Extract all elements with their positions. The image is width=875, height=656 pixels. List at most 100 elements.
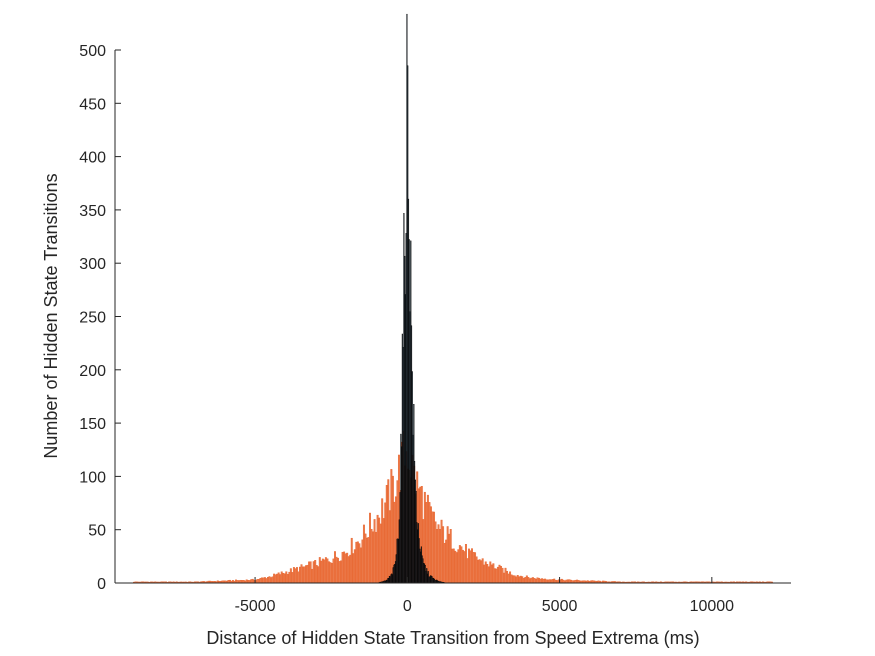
orange-series-bar bbox=[314, 560, 317, 584]
orange-series-bar bbox=[370, 528, 373, 584]
y-tick-label: 200 bbox=[79, 363, 106, 380]
orange-series-bar bbox=[276, 573, 279, 584]
y-tick-label: 300 bbox=[79, 256, 106, 273]
orange-series-bar bbox=[530, 577, 533, 584]
orange-series-bar bbox=[288, 571, 291, 584]
orange-series-bar bbox=[274, 574, 277, 584]
orange-series-bar bbox=[250, 579, 253, 584]
orange-series-bar bbox=[279, 574, 282, 584]
orange-series-bar bbox=[361, 539, 364, 584]
orange-series-bar bbox=[352, 553, 355, 584]
orange-series-bar bbox=[311, 568, 314, 584]
orange-series-bar bbox=[337, 557, 340, 584]
orange-series-bar bbox=[525, 575, 528, 584]
orange-series-bar bbox=[384, 502, 387, 584]
orange-series-bar bbox=[256, 579, 259, 584]
x-tick-label: -5000 bbox=[235, 598, 276, 615]
orange-series-bar bbox=[358, 543, 361, 584]
orange-series-bar bbox=[486, 564, 489, 584]
orange-series-bar bbox=[474, 552, 477, 584]
orange-series-bar bbox=[340, 560, 343, 584]
orange-series-bar bbox=[503, 572, 505, 584]
orange-series-bar bbox=[320, 560, 323, 584]
orange-series-bar bbox=[291, 572, 294, 584]
orange-series-bar bbox=[387, 479, 390, 584]
x-tick-label: 5000 bbox=[542, 598, 578, 615]
orange-series-bar bbox=[259, 578, 262, 584]
orange-series-bar bbox=[271, 576, 274, 584]
orange-series-bar bbox=[495, 568, 498, 584]
orange-series-bar bbox=[442, 526, 445, 584]
orange-series-bar bbox=[461, 549, 464, 584]
y-tick-label: 400 bbox=[79, 150, 106, 167]
orange-series-bar bbox=[472, 552, 475, 584]
orange-series-bar bbox=[451, 548, 454, 584]
orange-series-bar bbox=[264, 577, 266, 584]
orange-series-bar bbox=[369, 512, 371, 584]
orange-series-bar bbox=[498, 564, 501, 584]
orange-series-bar bbox=[385, 485, 388, 584]
orange-series-bar bbox=[318, 557, 321, 584]
y-tick-label: 500 bbox=[79, 43, 106, 60]
orange-series-bar bbox=[303, 566, 306, 584]
orange-series-bar bbox=[538, 577, 540, 584]
orange-series-bar bbox=[305, 565, 308, 584]
orange-series-bar bbox=[268, 576, 271, 584]
orange-series-bar bbox=[524, 577, 527, 584]
orange-series-bar bbox=[433, 511, 435, 584]
orange-series-bar bbox=[364, 533, 367, 584]
axes: 0 50 100 150 200 250 300 350 400 450 500 -5000 0 5000… bbox=[79, 43, 791, 615]
orange-series-bar bbox=[282, 572, 285, 584]
orange-series-bar bbox=[489, 561, 492, 584]
orange-series-bar bbox=[500, 565, 502, 584]
orange-series-bar bbox=[335, 556, 338, 584]
orange-series-bar bbox=[294, 568, 297, 584]
orange-series-bar bbox=[302, 566, 304, 584]
orange-series-bar bbox=[355, 541, 358, 584]
orange-series-bar bbox=[504, 567, 507, 584]
orange-series-bar bbox=[295, 567, 298, 584]
orange-series-bar bbox=[359, 547, 362, 584]
orange-series-bar bbox=[536, 577, 539, 584]
orange-series-bar bbox=[431, 511, 434, 584]
orange-series-bar bbox=[455, 552, 458, 584]
orange-series-bar bbox=[306, 564, 309, 584]
orange-series-bar bbox=[299, 566, 301, 584]
orange-series-bar bbox=[568, 579, 571, 584]
orange-series-bar bbox=[553, 578, 556, 584]
orange-series-bar bbox=[521, 576, 524, 584]
orange-series-bar bbox=[437, 524, 440, 584]
orange-series-bar bbox=[475, 556, 478, 584]
orange-series-bar bbox=[376, 514, 379, 584]
orange-series-bar bbox=[496, 566, 499, 584]
orange-series-bar bbox=[439, 529, 442, 584]
orange-series-bar bbox=[367, 537, 370, 584]
orange-series-bar bbox=[343, 551, 346, 584]
orange-series-bar bbox=[350, 537, 353, 584]
orange-series-bar bbox=[527, 577, 530, 584]
orange-series-bar bbox=[452, 548, 455, 584]
orange-series-bar bbox=[292, 567, 295, 584]
orange-series-bar bbox=[353, 549, 356, 584]
orange-series-bar bbox=[519, 575, 522, 584]
orange-series-bar bbox=[338, 561, 341, 584]
orange-series-bar bbox=[280, 571, 283, 584]
orange-series-bar bbox=[541, 578, 544, 584]
orange-series-bar bbox=[545, 579, 548, 584]
orange-series-bar bbox=[535, 578, 537, 584]
orange-series-bar bbox=[533, 578, 536, 584]
orange-series-bar bbox=[443, 542, 446, 584]
orange-series-bar bbox=[428, 502, 431, 584]
orange-series-bar bbox=[464, 544, 467, 584]
orange-series-bar bbox=[551, 579, 554, 584]
orange-series-bar bbox=[478, 559, 481, 584]
orange-series-bar bbox=[548, 579, 551, 584]
orange-series-bar bbox=[454, 550, 457, 584]
y-tick-label: 350 bbox=[79, 203, 106, 220]
orange-series-bar bbox=[480, 560, 483, 584]
y-tick-label: 0 bbox=[97, 576, 106, 593]
orange-series-bar bbox=[286, 574, 289, 584]
orange-series-bar bbox=[457, 549, 460, 584]
orange-series-bar bbox=[373, 519, 376, 584]
orange-series-bar bbox=[493, 568, 496, 584]
